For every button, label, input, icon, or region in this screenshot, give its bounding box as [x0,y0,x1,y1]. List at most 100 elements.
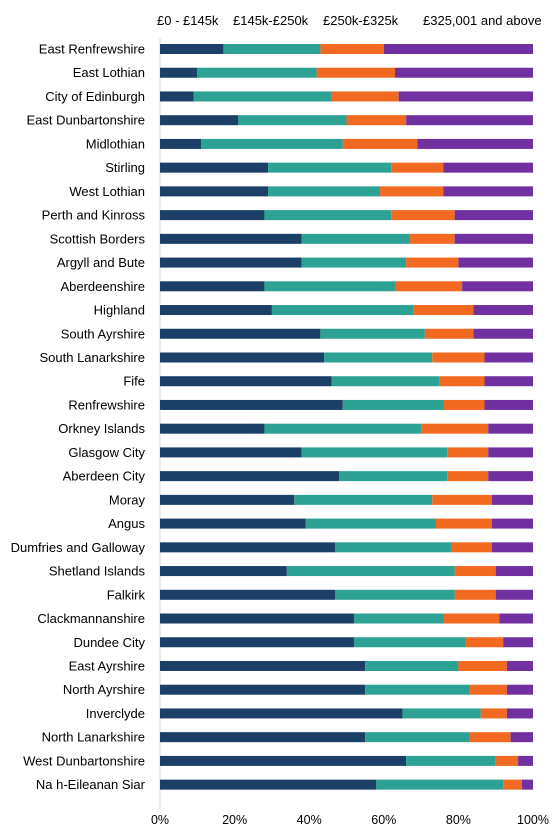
category-label: Stirling [105,160,145,175]
bar-segment [160,423,265,434]
bar-segment [365,732,470,743]
bar-segment [380,186,444,197]
bar-segment [454,210,533,221]
bar-segment [439,376,485,387]
bar-segment [450,542,492,553]
bar-segment [495,755,519,766]
bar-segment [503,637,533,648]
bar-segment [409,233,455,244]
bar-segment [160,613,354,624]
bar-segment [424,328,474,339]
category-label: Aberdeen City [63,469,146,484]
category-label: Angus [108,516,145,531]
category-label: Argyll and Bute [57,255,145,270]
bar-segment [346,115,407,126]
bar-segment [365,684,470,695]
bar-segment [376,779,504,790]
bar-segment [491,518,533,529]
bar-segment [406,755,496,766]
bar-segment [331,91,399,102]
bar-segment [160,755,407,766]
bar-segment [286,566,455,577]
category-label: Dumfries and Galloway [11,540,146,555]
bar-segment [488,471,533,482]
bar-segment [503,779,522,790]
category-label: Shetland Islands [49,564,146,579]
bar-segment [447,447,489,458]
bar-segment [506,684,533,695]
bar-segment [160,732,366,743]
category-label: Glasgow City [68,445,145,460]
bar-segment [264,423,422,434]
category-label: Orkney Islands [58,421,145,436]
bar-segment [458,660,507,671]
bar-segment [301,233,410,244]
bar-segment [160,660,366,671]
bar-segment [201,138,343,149]
bar-segment [432,494,492,505]
bar-segment [406,115,533,126]
bar-segment [495,566,533,577]
bar-segment [160,91,194,102]
bar-segment [365,660,459,671]
bar-segment [305,518,437,529]
bar-segment [197,67,317,78]
category-label: Dundee City [73,635,145,650]
category-label: Midlothian [86,136,145,151]
bar-segment [491,542,533,553]
x-tick-label: 60% [371,813,396,827]
bar-segment [223,44,321,54]
bar-segment [160,471,340,482]
bar-segment [484,352,533,363]
bar-segment [353,637,466,648]
bar-segment [320,328,425,339]
category-label: Fife [123,374,145,389]
legend-entry: £250k-£325k [323,13,399,28]
bar-segment [160,684,366,695]
bar-segment [160,257,302,268]
bar-segment [432,352,485,363]
bar-segment [469,732,511,743]
x-tick-label: 80% [446,813,471,827]
bar-segment [160,233,302,244]
bar-segment [488,447,533,458]
bar-segment [443,186,533,197]
bar-segment [443,613,500,624]
category-label: North Lanarkshire [42,730,145,745]
bar-segment [160,186,269,197]
bar-segment [353,613,444,624]
x-tick-label: 20% [222,813,247,827]
bar-segment [324,352,433,363]
bar-segment [339,471,448,482]
bar-segment [480,708,507,719]
category-label: Falkirk [107,587,146,602]
bar-segment [320,44,384,54]
bar-segment [160,518,306,529]
category-label: Perth and Kinross [42,208,146,223]
bar-segment [160,305,272,316]
bar-segment [398,91,533,102]
bar-segment [458,257,533,268]
bar-segment [331,376,440,387]
bar-segment [484,399,533,410]
bar-segment [160,44,224,54]
bar-segment [506,660,533,671]
category-label: East Ayrshire [69,658,145,673]
bar-segment [443,399,485,410]
category-label: East Renfrewshire [39,42,145,57]
bar-segment [443,162,533,173]
bar-segment [510,732,533,743]
bar-segment [160,589,336,600]
bar-segment [301,257,407,268]
bar-segment [518,755,533,766]
bar-segment [301,447,448,458]
category-label: East Lothian [73,65,145,80]
bar-segment [454,566,496,577]
bar-segment [521,779,533,790]
category-label: Aberdeenshire [60,279,145,294]
bar-segment [413,305,474,316]
bar-segment [394,281,463,292]
category-label: Highland [94,303,145,318]
category-label: West Lothian [69,184,145,199]
